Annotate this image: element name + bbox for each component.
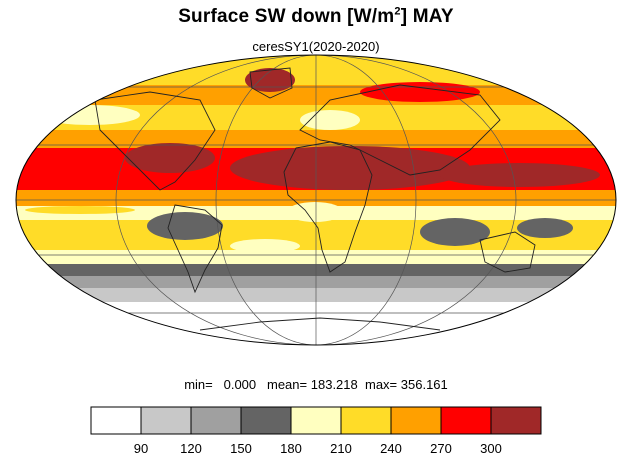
- colorbar-box: [290, 406, 342, 435]
- colorbar-box: [240, 406, 292, 435]
- patch-east-pacific: [25, 206, 135, 214]
- coastlines: [94, 67, 536, 331]
- colorbar-tick-label: 90: [134, 441, 148, 456]
- patch-sahara-arabia: [230, 146, 470, 190]
- meridian-60: [215, 55, 417, 345]
- map-subtitle: ceresSY1(2020-2020): [252, 39, 380, 54]
- colorbar-tick-label: 210: [330, 441, 352, 456]
- map-title-text: Surface SW down [W/m: [178, 6, 395, 27]
- colorbar-boxes: [90, 406, 542, 435]
- colorbar-tick-label: 150: [230, 441, 252, 456]
- colorbar-tick-label: 300: [480, 441, 502, 456]
- coast-greenland: [249, 67, 293, 99]
- statistics-line: min= 0.000 mean= 183.218 max= 356.161: [0, 377, 632, 392]
- patch-south-pacific: [440, 163, 600, 187]
- map-border: [15, 54, 617, 346]
- coast-eurasia: [299, 84, 501, 176]
- colorbar-box: [490, 406, 542, 435]
- patch-amazon: [147, 212, 223, 240]
- map-title-superscript: 2: [394, 5, 401, 18]
- colorbar-box: [340, 406, 392, 435]
- map-title: Surface SW down [W/m2] MAY: [0, 6, 632, 28]
- min-value: 0.000: [223, 377, 257, 392]
- patch-greenland: [245, 68, 295, 92]
- colorbar-box: [140, 406, 192, 435]
- coast-australia: [479, 231, 536, 273]
- patch-south-atlantic: [230, 239, 300, 253]
- meridian-120: [115, 55, 517, 345]
- coast-south-america: [167, 204, 223, 294]
- patch-north-america: [125, 143, 215, 173]
- colorbar-box: [440, 406, 492, 435]
- map-title-suffix: ] MAY: [400, 6, 454, 27]
- min-label: min=: [184, 377, 213, 392]
- max-label: max=: [364, 377, 398, 392]
- colorbar-tick-label: 180: [280, 441, 302, 456]
- mean-value: 183.218: [310, 377, 358, 392]
- max-value: 356.161: [400, 377, 448, 392]
- colorbar-box: [190, 406, 242, 435]
- colorbar-tick-label: 120: [180, 441, 202, 456]
- coast-north-america: [94, 91, 216, 191]
- mean-label: mean=: [267, 377, 308, 392]
- coast-antarctica: [199, 317, 441, 331]
- coast-africa: [283, 141, 373, 273]
- colorbar-labels: 90 120 150 180 210 240 270 300: [134, 441, 502, 456]
- colorbar-tick-label: 270: [430, 441, 452, 456]
- colorbar-tick-label: 240: [380, 441, 402, 456]
- patch-west-pacific-cloud: [517, 218, 573, 238]
- patch-indian-ocean-cloud: [420, 218, 490, 246]
- colorbar-box: [90, 406, 142, 435]
- colorbar-box: [390, 406, 442, 435]
